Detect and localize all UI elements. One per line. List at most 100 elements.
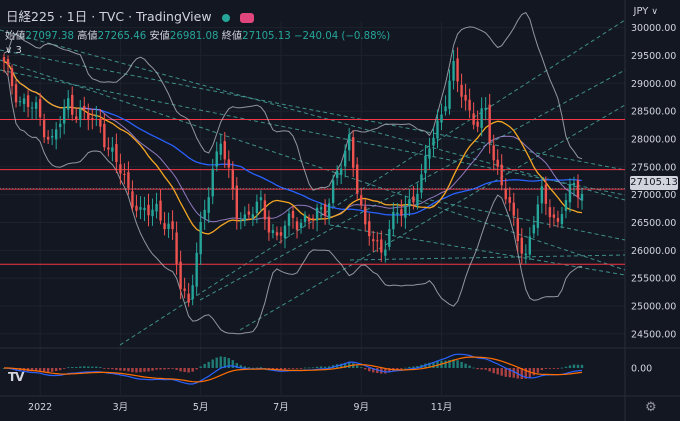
candle-body xyxy=(275,232,279,236)
chevron-down-icon[interactable]: ∨ xyxy=(651,7,658,17)
trend-line xyxy=(349,254,626,261)
macd-histogram-bar xyxy=(416,365,419,368)
candle-body xyxy=(34,102,38,109)
candle-body xyxy=(159,200,162,221)
candle-body xyxy=(368,221,371,237)
y-tick-label: 29000.00 xyxy=(631,79,676,90)
candle-body xyxy=(287,213,291,226)
candle-body xyxy=(291,210,295,219)
candle-body xyxy=(392,211,395,230)
x-tick-label: 2022 xyxy=(28,402,52,413)
y-tick-label: 28000.00 xyxy=(631,134,676,145)
candle-body xyxy=(448,80,451,109)
exchange-label: TVC xyxy=(99,9,125,24)
candle-body xyxy=(492,145,495,161)
y-tick-label: 26500.00 xyxy=(631,218,676,229)
macd-histogram-bar xyxy=(540,368,544,371)
y-tick-label: 27500.00 xyxy=(631,162,676,173)
macd-histogram-bar xyxy=(67,367,70,369)
market-status-dot-icon xyxy=(221,13,230,22)
symbol-header[interactable]: 日経225 · 1日 · TVC · TradingView xyxy=(6,6,254,25)
trend-line xyxy=(0,29,626,201)
candle-body xyxy=(456,58,459,82)
macd-histogram-bar xyxy=(492,368,495,374)
macd-histogram-bar xyxy=(123,368,126,371)
macd-histogram-bar xyxy=(103,368,106,369)
candle-body xyxy=(54,129,58,140)
macd-histogram-bar xyxy=(231,360,234,368)
macd-histogram-bar xyxy=(95,366,98,368)
candle-body xyxy=(251,214,255,218)
candle-body xyxy=(75,116,78,119)
candle-body xyxy=(215,151,218,167)
x-tick-label: 7月 xyxy=(273,402,289,413)
candle-body xyxy=(179,261,182,290)
candle-body xyxy=(219,143,222,155)
macd-histogram-bar xyxy=(356,365,359,368)
candle-body xyxy=(452,60,455,81)
macd-histogram-bar xyxy=(199,366,202,368)
macd-histogram-bar xyxy=(239,365,243,368)
tradingview-logo-icon[interactable]: TV xyxy=(8,370,25,384)
macd-histogram-bar xyxy=(568,365,572,368)
candle-body xyxy=(171,221,174,230)
macd-histogram-bar xyxy=(532,368,536,376)
macd-histogram-bar xyxy=(464,363,467,368)
macd-histogram-bar xyxy=(107,368,110,369)
macd-histogram-bar xyxy=(444,360,447,368)
macd-histogram-bar xyxy=(287,368,291,369)
x-tick-label: 5月 xyxy=(193,402,209,413)
candle-body xyxy=(335,170,339,179)
bollinger-lower xyxy=(3,69,583,335)
candle-body xyxy=(315,207,319,221)
candle-body xyxy=(95,115,98,117)
trend-line xyxy=(329,224,626,276)
symbol-name[interactable]: 日経225 xyxy=(6,9,55,24)
candle-body xyxy=(556,218,560,222)
candle-body xyxy=(576,180,580,198)
macd-histogram-bar xyxy=(87,366,90,368)
candle-body xyxy=(544,184,548,204)
candle-body xyxy=(30,107,34,109)
macd-histogram-bar xyxy=(267,368,271,370)
trend-line xyxy=(239,104,626,331)
gear-icon[interactable]: ⚙ xyxy=(645,400,657,415)
candle-body xyxy=(476,121,479,127)
interval-label[interactable]: 1日 xyxy=(66,9,88,24)
macd-histogram-bar xyxy=(580,364,584,368)
macd-histogram-bar xyxy=(135,368,138,373)
macd-histogram-bar xyxy=(275,368,279,370)
macd-histogram-bar xyxy=(159,368,162,370)
candle-body xyxy=(428,148,431,159)
candle-body xyxy=(416,193,419,206)
candle-body xyxy=(396,212,399,215)
candle-body xyxy=(327,203,331,219)
macd-histogram-bar xyxy=(303,367,307,369)
chevron-down-icon[interactable]: ∨ xyxy=(5,45,13,56)
candle-body xyxy=(500,164,503,186)
macd-histogram-bar xyxy=(99,367,102,368)
currency-label[interactable]: JPY xyxy=(633,6,649,17)
candle-body xyxy=(279,232,283,236)
close-label: 終値 xyxy=(221,31,243,42)
macd-histogram-bar xyxy=(111,368,114,370)
candle-body xyxy=(163,223,166,230)
candle-body xyxy=(352,137,355,168)
settings-toggle-icon[interactable] xyxy=(239,12,254,23)
macd-histogram-bar xyxy=(179,368,182,372)
macd-histogram-bar xyxy=(536,368,540,373)
candle-body xyxy=(488,104,491,143)
macd-histogram-bar xyxy=(572,364,576,368)
candle-body xyxy=(199,221,202,255)
signal-line xyxy=(4,356,583,383)
currency-selector[interactable]: JPY ∨ xyxy=(634,6,658,17)
candle-body xyxy=(516,218,519,242)
macd-histogram-bar xyxy=(211,359,214,368)
y-tick-label: 25500.00 xyxy=(631,274,676,285)
candle-body xyxy=(388,229,391,247)
candle-body xyxy=(528,236,532,255)
indicators-toggle[interactable]: ∨ 3 xyxy=(5,45,22,56)
macd-histogram-bar xyxy=(552,368,556,369)
candle-body xyxy=(183,288,186,291)
